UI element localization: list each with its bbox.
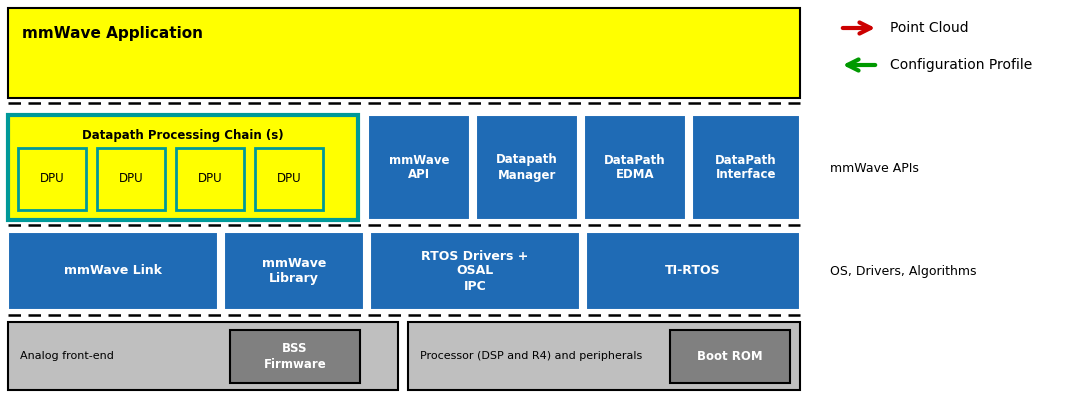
Text: RTOS Drivers +
OSAL
IPC: RTOS Drivers + OSAL IPC: [421, 249, 528, 293]
Bar: [230, 330, 360, 383]
Text: OS, Drivers, Algorithms: OS, Drivers, Algorithms: [830, 265, 976, 278]
Text: mmWave
Library: mmWave Library: [261, 257, 327, 285]
Text: mmWave Link: mmWave Link: [64, 265, 162, 278]
Text: BSS
Firmware: BSS Firmware: [264, 343, 327, 370]
Bar: [7, 115, 359, 220]
Bar: [176, 148, 244, 210]
Bar: [255, 148, 323, 210]
Bar: [692, 115, 800, 220]
Text: Processor (DSP and R4) and peripherals: Processor (DSP and R4) and peripherals: [420, 351, 642, 361]
Text: Configuration Profile: Configuration Profile: [890, 58, 1032, 72]
Text: mmWave Application: mmWave Application: [22, 26, 203, 41]
Text: DPU: DPU: [276, 173, 301, 186]
Text: mmWave APIs: mmWave APIs: [830, 162, 919, 175]
Text: Datapath
Manager: Datapath Manager: [496, 153, 558, 182]
Text: TI-RTOS: TI-RTOS: [665, 265, 721, 278]
Text: Point Cloud: Point Cloud: [890, 21, 969, 35]
Bar: [7, 8, 800, 98]
Bar: [18, 148, 86, 210]
Bar: [368, 115, 469, 220]
Text: mmWave
API: mmWave API: [388, 153, 449, 182]
Text: DataPath
EDMA: DataPath EDMA: [604, 153, 666, 182]
Bar: [584, 115, 686, 220]
Bar: [7, 232, 218, 310]
Bar: [7, 322, 398, 390]
Bar: [670, 330, 790, 383]
Text: Boot ROM: Boot ROM: [697, 350, 763, 363]
Text: DPU: DPU: [197, 173, 222, 186]
Text: Analog front-end: Analog front-end: [20, 351, 114, 361]
Text: DPU: DPU: [118, 173, 143, 186]
Bar: [586, 232, 800, 310]
Bar: [97, 148, 165, 210]
Bar: [370, 232, 580, 310]
Bar: [408, 322, 800, 390]
Text: Datapath Processing Chain (s): Datapath Processing Chain (s): [82, 129, 284, 142]
Bar: [224, 232, 364, 310]
Text: DataPath
Interface: DataPath Interface: [715, 153, 777, 182]
Bar: [476, 115, 578, 220]
Text: DPU: DPU: [39, 173, 64, 186]
